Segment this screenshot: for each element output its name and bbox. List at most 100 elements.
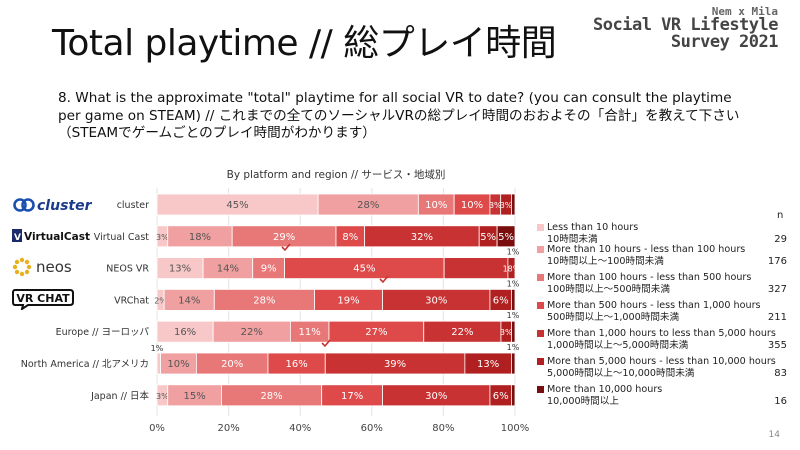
data-label: 19%: [337, 295, 359, 306]
data-label: 14%: [178, 295, 200, 306]
data-label: 29%: [273, 232, 295, 243]
data-label: 45%: [226, 200, 248, 211]
data-label: 2%: [154, 296, 167, 305]
data-label: 18%: [189, 232, 211, 243]
legend-label: More than 10 hours - less than 100 hours…: [547, 244, 746, 267]
category-label: Virtual Cast: [94, 232, 149, 243]
x-tick-label: 100%: [501, 423, 530, 434]
data-label: 3%: [500, 201, 513, 210]
data-label: 3%: [489, 201, 502, 210]
data-label: 3%: [500, 328, 513, 337]
brand-line-3: Survey 2021: [670, 32, 779, 52]
data-label: 27%: [365, 327, 387, 338]
data-label: 20%: [221, 359, 243, 370]
legend-n-value: 176: [767, 256, 787, 267]
check-mark-icon: [321, 339, 331, 348]
data-label: 6%: [493, 295, 509, 306]
category-label: NEOS VR: [106, 264, 149, 275]
legend-label: More than 500 hours - less than 1,000 ho…: [547, 300, 761, 323]
data-label: 16%: [286, 359, 308, 370]
data-label: 13%: [477, 359, 499, 370]
legend-label: More than 100 hours - less than 500 hour…: [547, 272, 752, 295]
category-label: cluster: [117, 200, 149, 211]
virtualcast-logo-text: VirtualCast: [24, 231, 90, 243]
x-tick-label: 0%: [149, 423, 165, 434]
data-label: 14%: [217, 264, 239, 275]
category-label: Europe // ヨーロッパ: [56, 327, 150, 338]
neos-logo: neos: [12, 257, 92, 281]
outside-data-label: 1%: [507, 343, 520, 352]
bar-segment: [156, 352, 161, 375]
neos-logo-icon: [12, 257, 32, 277]
data-label: 15%: [183, 391, 205, 402]
survey-question: 8. What is the approximate "total" playt…: [58, 90, 740, 141]
legend-n-value: 29: [774, 234, 787, 245]
neos-logo-text: neos: [36, 258, 72, 276]
chart-x-ticks: 0% 20% 40% 60% 80% 100%: [149, 423, 529, 434]
bar-segment: [511, 320, 516, 343]
data-label: 16%: [174, 327, 196, 338]
svg-text:V: V: [14, 233, 21, 243]
legend-n-value: 83: [774, 368, 787, 379]
legend-swatch: [537, 224, 544, 231]
data-label: 17%: [341, 391, 363, 402]
bar-segment: [443, 257, 509, 280]
x-tick-label: 80%: [432, 423, 454, 434]
legend-swatch: [537, 246, 544, 253]
chart-bars: 45% 28% 10% 10% 3%3%3% 18% 29% 8% 32% 5% 5%13% 14% 9…: [154, 193, 521, 407]
data-label: 6%: [493, 391, 509, 402]
data-label: 5%: [480, 232, 496, 243]
chart-title: By platform and region // サービス・地域別: [227, 168, 446, 181]
check-mark-icon: [379, 275, 389, 284]
legend-label: More than 10,000 hours 10,000時間以上: [547, 384, 663, 407]
bar-segment: [511, 288, 516, 311]
data-label: 28%: [253, 295, 275, 306]
data-label: 28%: [357, 200, 379, 211]
legend-swatch: [537, 386, 544, 393]
data-label: 18%: [503, 265, 521, 274]
below-data-label: 1%: [151, 344, 164, 353]
data-label: 39%: [384, 359, 406, 370]
data-label: 32%: [411, 232, 433, 243]
outside-data-label: 1%: [507, 248, 520, 257]
outside-data-label: 1%: [507, 279, 520, 288]
data-label: 5%: [498, 232, 514, 243]
vrchat-logo-text: VR CHAT: [16, 292, 70, 305]
data-label: 13%: [169, 264, 191, 275]
data-label: 28%: [260, 391, 282, 402]
data-label: 10%: [167, 359, 189, 370]
data-label: 3%: [156, 392, 169, 401]
vrchat-logo-icon: [12, 289, 74, 312]
cluster-logo-text: cluster: [37, 198, 92, 214]
data-label: 9%: [261, 264, 277, 275]
page-title: Total playtime // 総プレイ時間: [52, 23, 557, 64]
cluster-logo: cluster: [12, 196, 93, 218]
cluster-logo-icon: [13, 198, 35, 212]
virtualcast-logo: V VirtualCast: [12, 228, 97, 248]
legend-n-value: 211: [767, 312, 787, 323]
legend-n-header: n: [777, 210, 784, 221]
x-tick-label: 40%: [289, 423, 311, 434]
check-mark-icon: [281, 243, 291, 252]
data-label: 45%: [353, 264, 375, 275]
data-label: 10%: [425, 200, 447, 211]
legend-n-value: 327: [767, 284, 787, 295]
vrchat-logo: VR CHAT: [12, 288, 74, 314]
chart-category-labels: cluster Virtual Cast NEOS VR VRChat Europe /…: [21, 200, 150, 402]
category-label: VRChat: [114, 295, 149, 306]
data-label: 11%: [299, 327, 321, 338]
x-tick-label: 60%: [361, 423, 383, 434]
legend-n-value: 16: [774, 396, 787, 407]
legend-label: More than 1,000 hours to less than 5,000…: [547, 328, 776, 351]
legend-n-value: 355: [767, 340, 787, 351]
data-label: 22%: [451, 327, 473, 338]
data-label: 10%: [461, 200, 483, 211]
brand-line-1: Nem x Mila: [711, 5, 778, 18]
page-number: 14: [768, 430, 780, 440]
data-label: 3%: [156, 233, 169, 242]
brand-line-2: Social VR Lifestyle: [593, 15, 778, 35]
bar-segment: [507, 257, 516, 280]
outside-data-label: 1%: [507, 311, 520, 320]
bar-segment: [496, 225, 516, 248]
brand-logo: Nem x Mila Social VR Lifestyle Survey 20…: [593, 6, 778, 51]
